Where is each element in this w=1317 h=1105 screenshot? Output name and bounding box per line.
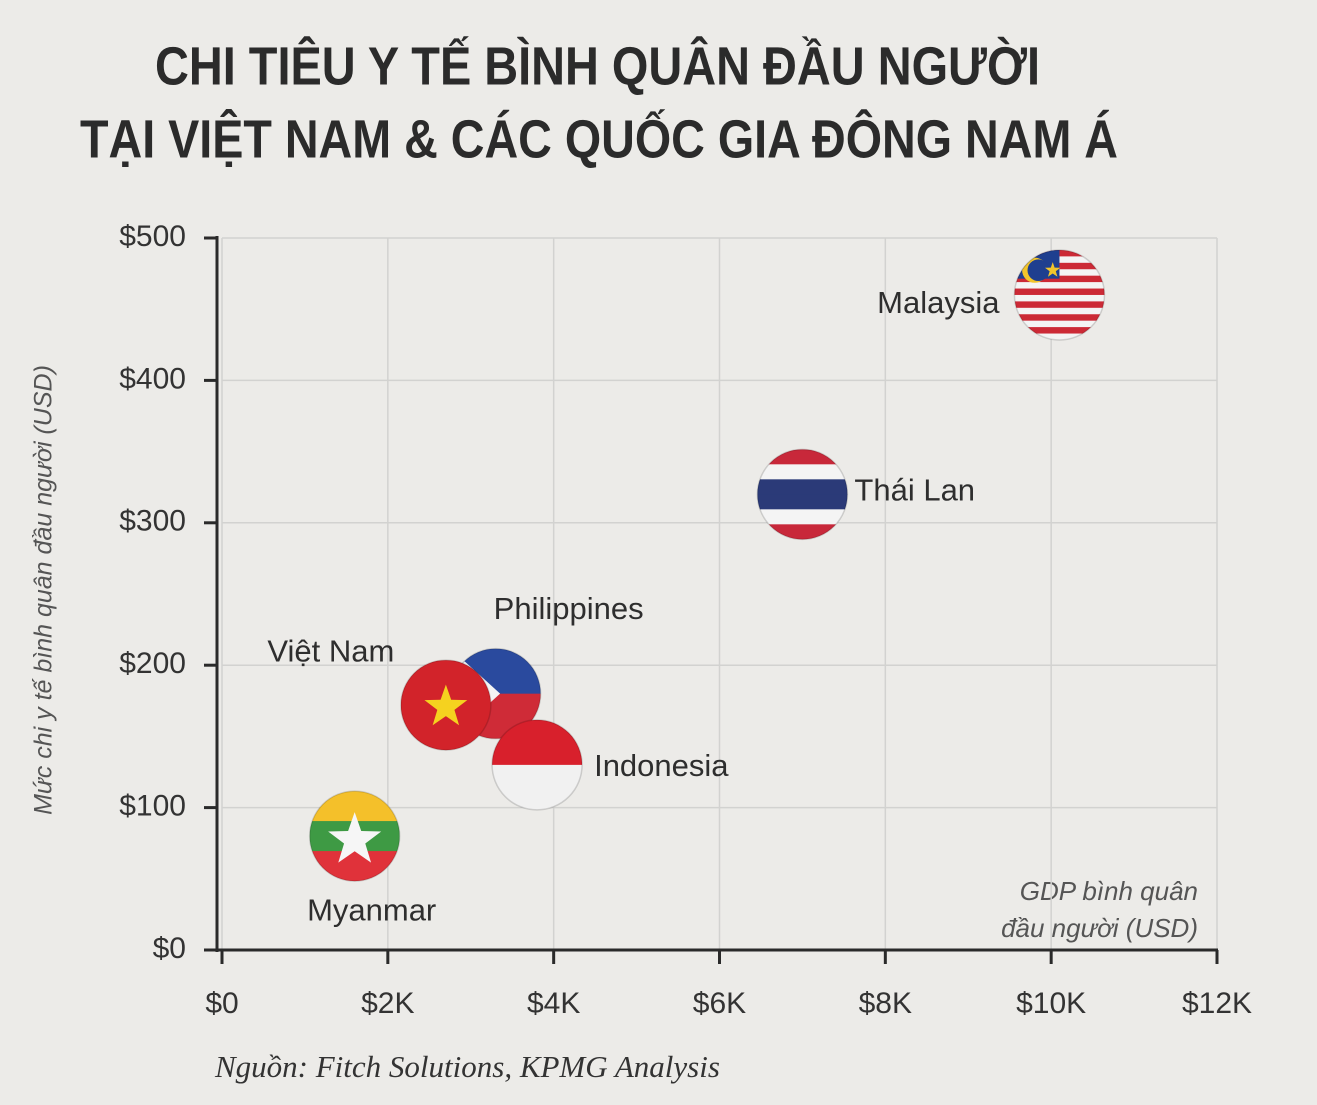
y-tick-label: $300 <box>119 505 186 538</box>
x-tick-label: $8K <box>859 987 912 1020</box>
chart-title: CHI TIÊU Y TẾ BÌNH QUÂN ĐẦU NGƯỜI <box>155 35 1040 96</box>
x-tick-label: $12K <box>1182 987 1252 1020</box>
axes: $0 $100 $200 $300 $400 $500 $0 $2K $4K $6K $8K $10K… <box>119 220 1252 1020</box>
y-tick-label: $500 <box>119 220 186 253</box>
y-tick-label: $100 <box>119 790 186 823</box>
x-tick-label: $6K <box>693 987 746 1020</box>
y-tick-label: $0 <box>153 932 186 965</box>
x-tick-label: $0 <box>205 987 238 1020</box>
point-label: Việt Nam <box>267 633 394 668</box>
point-label: Thái Lan <box>854 473 975 508</box>
point <box>1014 249 1105 340</box>
x-axis-title: đầu người (USD) <box>1001 913 1198 943</box>
chart-title: TẠI VIỆT NAM & CÁC QUỐC GIA ĐÔNG NAM Á <box>80 108 1118 169</box>
y-tick-label: $200 <box>119 647 186 680</box>
grid <box>221 237 1218 951</box>
x-tick-label: $4K <box>527 987 580 1020</box>
point-label: Malaysia <box>877 285 1000 320</box>
point-label: Philippines <box>494 591 644 626</box>
x-tick-label: $2K <box>361 987 414 1020</box>
point-label: Indonesia <box>594 748 729 783</box>
y-axis-title: Mức chi y tế bình quân đầu người (USD) <box>30 365 58 815</box>
point-label: Myanmar <box>307 892 436 927</box>
x-tick-label: $10K <box>1016 987 1086 1020</box>
source: Nguồn: Fitch Solutions, KPMG Analysis <box>214 1049 720 1084</box>
y-tick-label: $400 <box>119 362 186 395</box>
point <box>400 660 491 751</box>
x-axis-title: GDP bình quân <box>1020 876 1198 906</box>
